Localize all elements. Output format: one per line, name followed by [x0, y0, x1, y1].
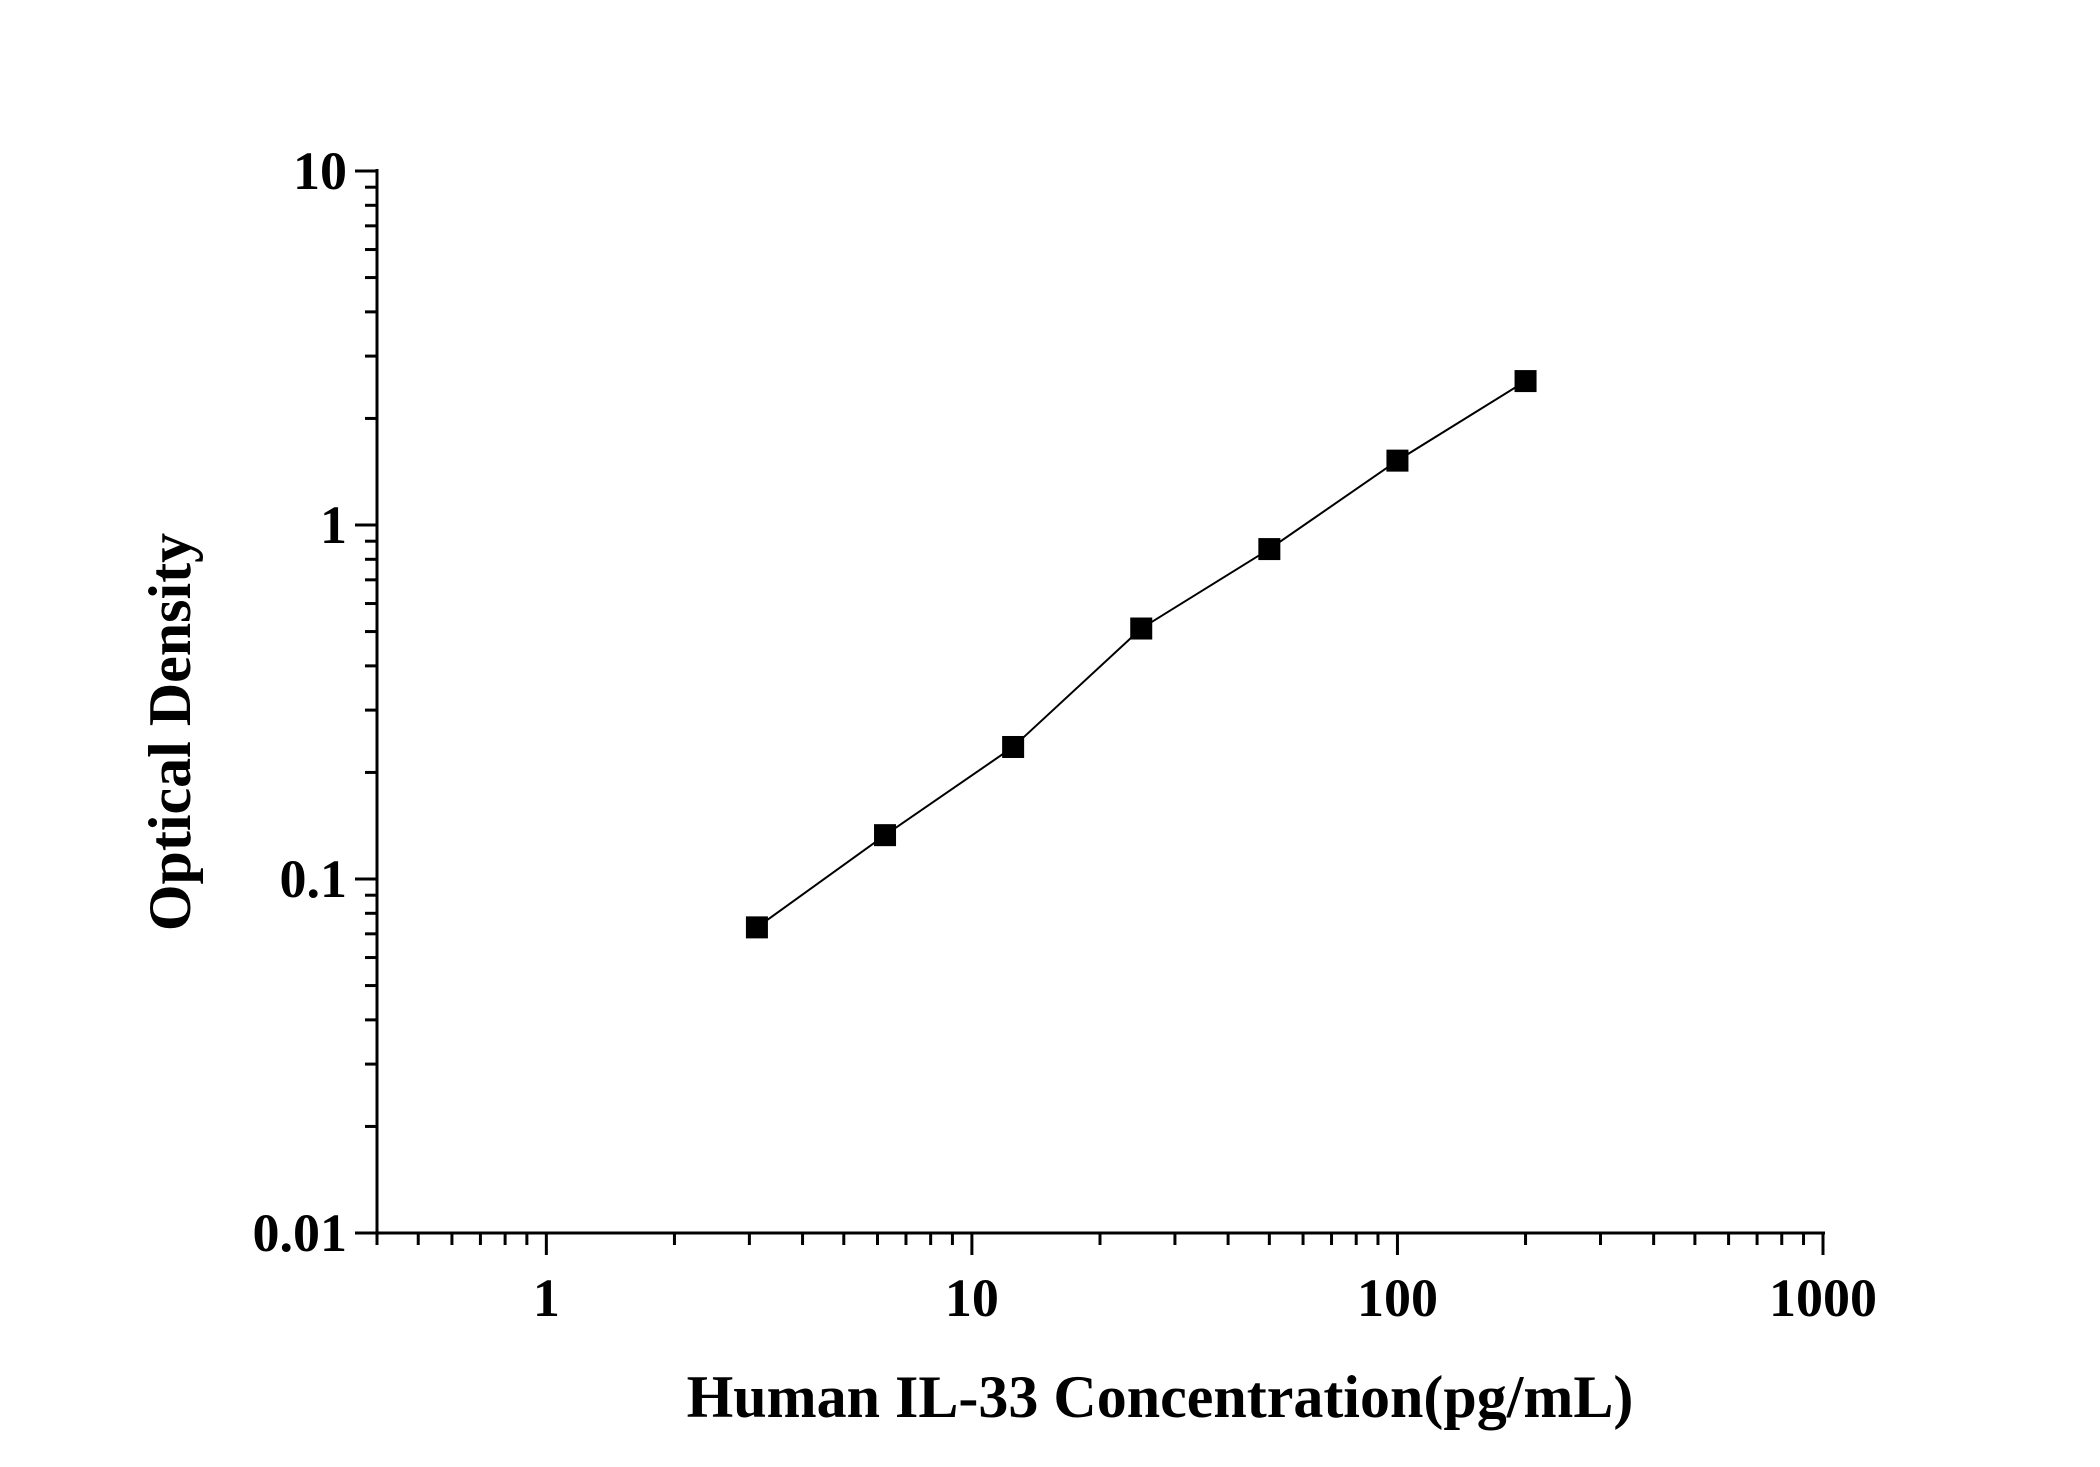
- data-point: [1002, 735, 1025, 758]
- x-axis-title: Human IL-33 Concentration(pg/mL): [687, 1364, 1634, 1430]
- y-tick-label: 1: [320, 495, 347, 555]
- x-tick-label: 1000: [1769, 1268, 1877, 1328]
- x-tick-label: 100: [1357, 1268, 1438, 1328]
- axes: 1 10 100 1000 0.01 0.1 1 10: [253, 141, 1878, 1328]
- y-tick-label: 0.01: [253, 1203, 348, 1263]
- data-point: [874, 824, 897, 847]
- data-point: [1514, 370, 1537, 393]
- x-tick-label: 1: [533, 1268, 560, 1328]
- y-axis-title: Optical Density: [137, 533, 203, 931]
- x-tick-label: 10: [945, 1268, 999, 1328]
- y-tick-label: 10: [293, 141, 347, 201]
- data-point: [1258, 538, 1281, 561]
- data-point: [745, 916, 768, 939]
- data-point: [1386, 449, 1409, 472]
- data-points: [745, 370, 1537, 939]
- y-tick-label: 0.1: [280, 849, 348, 909]
- data-point: [1130, 617, 1153, 640]
